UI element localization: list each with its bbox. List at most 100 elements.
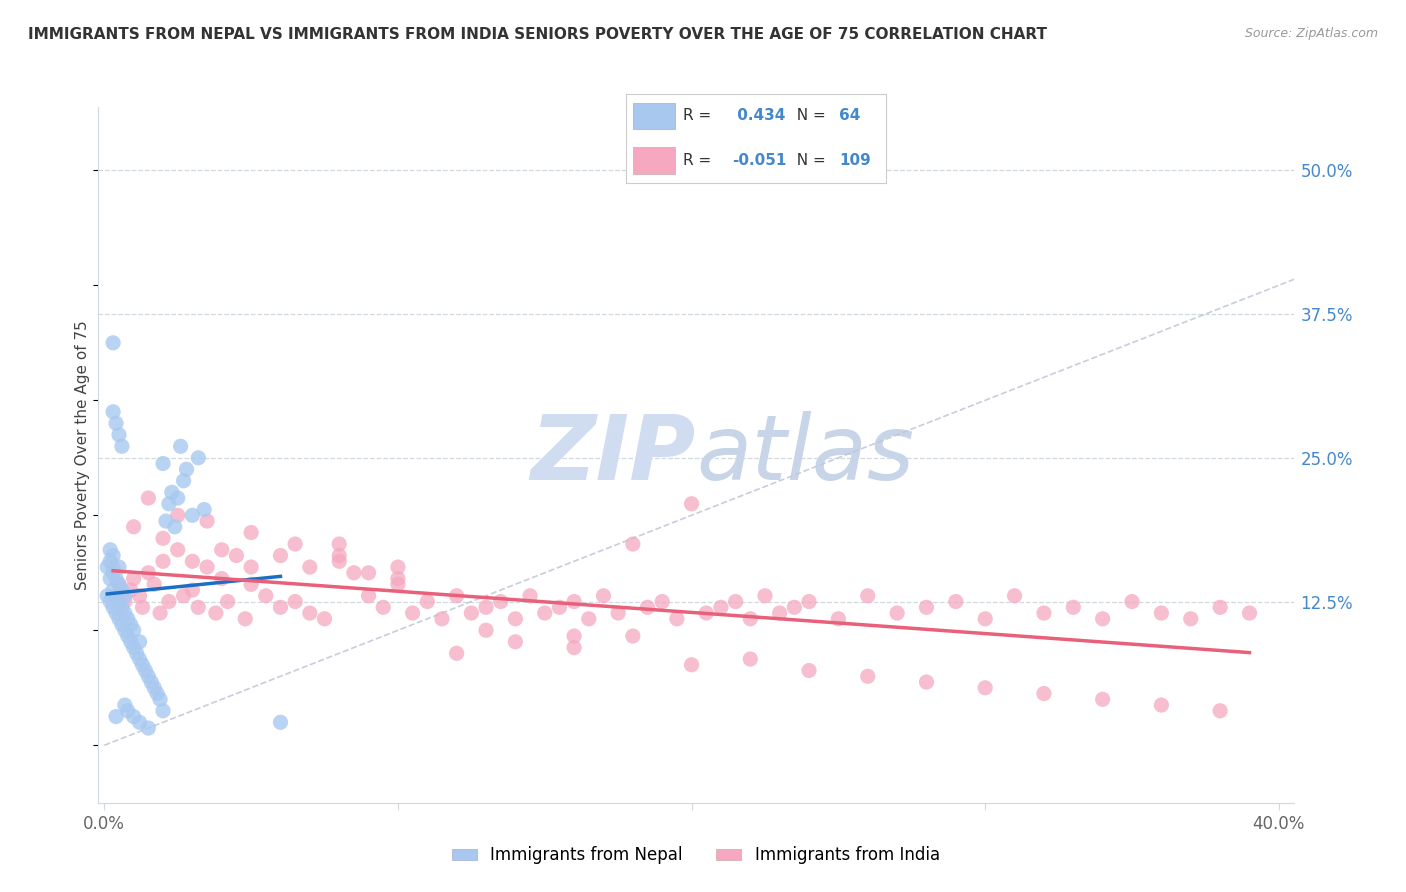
Point xyxy=(114,624,136,638)
Text: ZIP: ZIP xyxy=(530,411,696,499)
Point xyxy=(328,537,350,551)
Point xyxy=(169,439,191,453)
Point xyxy=(240,525,263,540)
Point xyxy=(108,577,131,591)
Point xyxy=(284,537,307,551)
Point xyxy=(149,606,172,620)
Point xyxy=(665,612,688,626)
Point xyxy=(143,577,166,591)
Point xyxy=(111,617,134,632)
Point xyxy=(181,508,204,523)
Point xyxy=(651,594,673,608)
Point xyxy=(117,629,139,643)
Point xyxy=(120,617,142,632)
Point xyxy=(111,600,134,615)
Point xyxy=(505,635,527,649)
Point xyxy=(173,589,195,603)
Point xyxy=(519,589,541,603)
Point xyxy=(475,624,498,638)
Point xyxy=(269,549,291,563)
Point xyxy=(138,721,160,735)
Point xyxy=(122,640,145,655)
Point xyxy=(152,554,174,568)
Point xyxy=(101,600,124,615)
Point xyxy=(101,566,124,580)
Point xyxy=(695,606,717,620)
Point xyxy=(181,582,204,597)
Point xyxy=(125,646,148,660)
Point xyxy=(211,572,233,586)
Point xyxy=(96,560,118,574)
Point xyxy=(114,589,136,603)
Point xyxy=(621,629,644,643)
Point xyxy=(101,335,124,350)
Point xyxy=(141,675,163,690)
Point xyxy=(98,572,121,586)
Text: 64: 64 xyxy=(839,109,860,123)
Point xyxy=(562,594,585,608)
Point xyxy=(173,474,195,488)
Text: 109: 109 xyxy=(839,153,870,168)
Point xyxy=(446,646,468,660)
Point xyxy=(105,572,128,586)
Point xyxy=(1091,692,1114,706)
Point xyxy=(122,572,145,586)
Point xyxy=(105,589,128,603)
Point xyxy=(314,612,336,626)
Point xyxy=(131,657,153,672)
Point xyxy=(387,577,409,591)
Point xyxy=(1150,698,1173,712)
Point xyxy=(108,577,131,591)
Point xyxy=(131,600,153,615)
Point xyxy=(101,560,124,574)
Point xyxy=(1032,606,1054,620)
Point xyxy=(138,491,160,505)
Point xyxy=(195,560,218,574)
Point xyxy=(98,594,121,608)
Point xyxy=(111,582,134,597)
Bar xyxy=(634,103,675,129)
Point xyxy=(134,664,156,678)
Point xyxy=(562,640,585,655)
Text: R =: R = xyxy=(683,153,716,168)
Point xyxy=(176,462,198,476)
Point xyxy=(108,560,131,574)
Point xyxy=(101,582,124,597)
Point xyxy=(128,589,150,603)
Point xyxy=(505,612,527,626)
Point xyxy=(373,600,395,615)
Point xyxy=(592,589,614,603)
Point xyxy=(225,549,247,563)
Point xyxy=(108,594,131,608)
Text: 0.434: 0.434 xyxy=(733,109,786,123)
Point xyxy=(187,600,209,615)
Text: N =: N = xyxy=(787,109,831,123)
Point xyxy=(269,600,291,615)
Point xyxy=(915,600,938,615)
Point xyxy=(578,612,600,626)
Point xyxy=(122,709,145,723)
Point xyxy=(387,572,409,586)
Point xyxy=(128,635,150,649)
Point xyxy=(157,497,180,511)
Point xyxy=(152,704,174,718)
Point xyxy=(205,606,228,620)
Point xyxy=(328,554,350,568)
Point xyxy=(114,606,136,620)
Point xyxy=(1150,606,1173,620)
Point xyxy=(1209,704,1232,718)
Point xyxy=(328,549,350,563)
Point xyxy=(195,514,218,528)
Point xyxy=(827,612,849,626)
Point xyxy=(1239,606,1261,620)
Text: Source: ZipAtlas.com: Source: ZipAtlas.com xyxy=(1244,27,1378,40)
Bar xyxy=(634,147,675,174)
Point xyxy=(254,589,277,603)
Point xyxy=(915,675,938,690)
Point xyxy=(105,606,128,620)
Point xyxy=(101,549,124,563)
Point xyxy=(98,554,121,568)
Point xyxy=(562,629,585,643)
Y-axis label: Seniors Poverty Over the Age of 75: Seniors Poverty Over the Age of 75 xyxy=(75,320,90,590)
Point xyxy=(974,681,997,695)
